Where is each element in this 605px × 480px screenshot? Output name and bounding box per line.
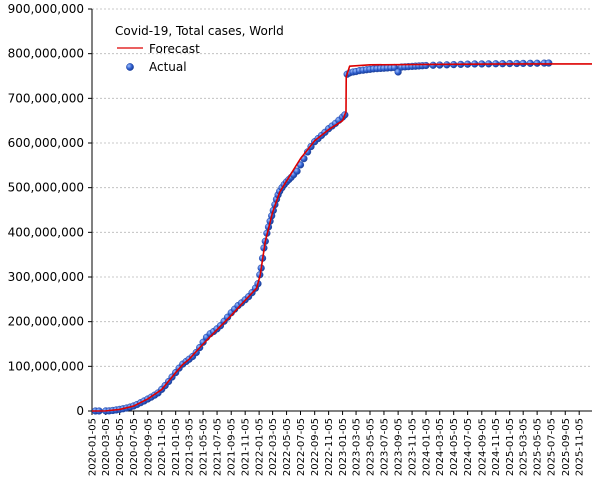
- legend-forecast-label: Forecast: [149, 42, 200, 56]
- y-tick-label: 900,000,000: [8, 2, 84, 16]
- x-tick-label: 2021-03-05: [185, 418, 196, 476]
- x-tick-label: 2025-11-05: [575, 418, 586, 476]
- legend: Covid-19, Total cases, World Forecast Ac…: [115, 24, 284, 74]
- x-tick-label: 2021-05-05: [199, 418, 210, 476]
- actual-point: [545, 59, 553, 67]
- y-tick-label: 800,000,000: [8, 47, 84, 61]
- x-tick-label: 2023-05-05: [366, 418, 377, 476]
- x-tick-label: 2021-09-05: [227, 418, 238, 476]
- actual-point: [293, 167, 301, 175]
- y-tick-label: 700,000,000: [8, 91, 84, 105]
- x-tick-label: 2021-07-05: [213, 418, 224, 476]
- forecast-line: [91, 63, 592, 412]
- x-tick-label: 2025-03-05: [519, 418, 530, 476]
- x-tick-label: 2020-09-05: [143, 418, 154, 476]
- x-tick-label: 2023-09-05: [394, 418, 405, 476]
- axis-layer: 0 100,000,000 200,000,000 300,000,000 400,00…: [8, 2, 592, 476]
- x-tick-label: 2021-11-05: [241, 418, 252, 476]
- x-tick-label: 2022-03-05: [268, 418, 279, 476]
- x-tick-label: 2023-07-05: [379, 418, 390, 476]
- x-tick-label: 2022-11-05: [324, 418, 335, 476]
- y-tick-label: 300,000,000: [8, 270, 84, 284]
- legend-title: Covid-19, Total cases, World: [115, 24, 284, 38]
- y-tick-label: 500,000,000: [8, 181, 84, 195]
- x-tick-label: 2020-07-05: [129, 418, 140, 476]
- actual-point: [199, 338, 207, 346]
- legend-actual-label: Actual: [149, 60, 187, 74]
- actual-point: [394, 68, 402, 76]
- x-tick-label: 2022-09-05: [310, 418, 321, 476]
- x-tick-label: 2022-05-05: [282, 418, 293, 476]
- y-tick-label: 600,000,000: [8, 136, 84, 150]
- x-tick-label: 2022-07-05: [296, 418, 307, 476]
- x-tick-label: 2023-11-05: [408, 418, 419, 476]
- x-tick-label: 2023-01-05: [338, 418, 349, 476]
- y-tick-label: 200,000,000: [8, 315, 84, 329]
- x-tick-label: 2024-07-05: [463, 418, 474, 476]
- series-layer: [91, 59, 592, 415]
- legend-actual-swatch: [126, 63, 134, 71]
- x-tick-label: 2022-01-05: [255, 418, 266, 476]
- x-tick-label: 2021-01-05: [171, 418, 182, 476]
- y-tick-label: 400,000,000: [8, 225, 84, 239]
- grid-layer: [92, 8, 592, 367]
- x-tick-label: 2025-09-05: [561, 418, 572, 476]
- x-tick-label: 2020-05-05: [115, 418, 126, 476]
- x-tick-label: 2025-01-05: [505, 418, 516, 476]
- x-tick-label: 2025-07-05: [547, 418, 558, 476]
- y-tick-label: 0: [76, 404, 84, 418]
- x-tick-label: 2024-03-05: [435, 418, 446, 476]
- y-tick-label: 100,000,000: [8, 359, 84, 373]
- x-tick-label: 2024-05-05: [449, 418, 460, 476]
- actual-point: [429, 61, 437, 69]
- x-tick-label: 2024-01-05: [422, 418, 433, 476]
- x-tick-label: 2020-01-05: [88, 418, 99, 476]
- x-tick-label: 2020-03-05: [101, 418, 112, 476]
- x-tick-label: 2024-11-05: [491, 418, 502, 476]
- x-tick-label: 2025-05-05: [533, 418, 544, 476]
- x-tick-label: 2020-11-05: [157, 418, 168, 476]
- x-tick-label: 2024-09-05: [477, 418, 488, 476]
- x-tick-label: 2023-03-05: [352, 418, 363, 476]
- actual-point: [422, 61, 430, 70]
